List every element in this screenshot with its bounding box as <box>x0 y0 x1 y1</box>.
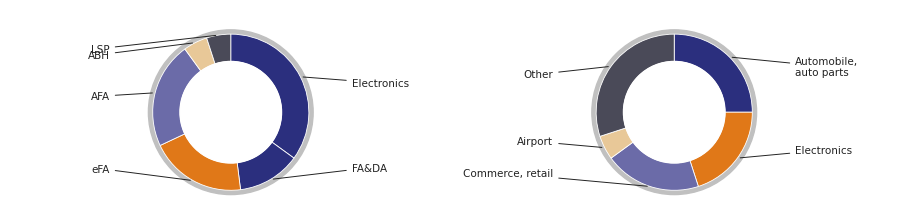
Text: Airport: Airport <box>517 137 602 148</box>
Circle shape <box>176 58 286 167</box>
Text: LSP: LSP <box>91 36 215 54</box>
Wedge shape <box>600 128 633 158</box>
Wedge shape <box>231 35 309 158</box>
Circle shape <box>180 62 281 163</box>
Text: Electronics: Electronics <box>303 78 409 88</box>
Wedge shape <box>153 50 201 146</box>
Circle shape <box>148 31 313 195</box>
Wedge shape <box>674 35 752 113</box>
Text: AFA: AFA <box>90 92 152 102</box>
Wedge shape <box>237 142 294 190</box>
Text: eFA: eFA <box>91 164 190 180</box>
Text: Other: Other <box>523 67 608 80</box>
Wedge shape <box>185 39 215 72</box>
Text: Automobile,
auto parts: Automobile, auto parts <box>732 57 858 78</box>
Circle shape <box>619 58 729 167</box>
Wedge shape <box>596 35 674 137</box>
Circle shape <box>592 31 757 195</box>
Circle shape <box>624 62 725 163</box>
Wedge shape <box>206 35 231 65</box>
Text: Electronics: Electronics <box>740 145 853 158</box>
Text: Commerce, retail: Commerce, retail <box>463 169 647 186</box>
Wedge shape <box>690 113 752 186</box>
Text: FA&DA: FA&DA <box>273 163 387 179</box>
Wedge shape <box>611 142 699 190</box>
Wedge shape <box>160 134 241 190</box>
Text: ABH: ABH <box>88 44 193 61</box>
